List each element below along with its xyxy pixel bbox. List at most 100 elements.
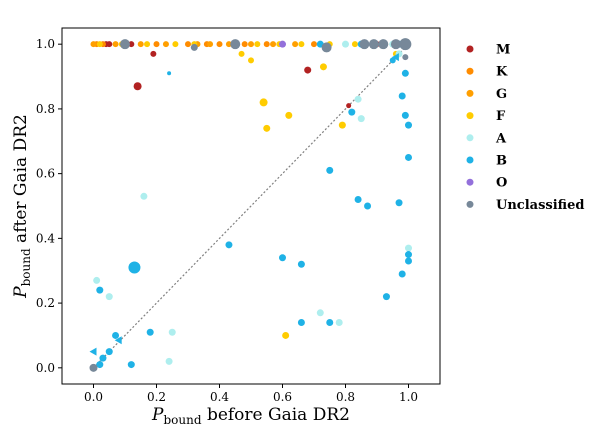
point-a-4 [165,357,173,365]
point-b-21 [398,270,406,278]
point-f-6 [254,41,261,48]
point-f-14 [319,63,327,71]
y-axis-label-main: P [11,286,31,299]
y-tick-label-3: 0.6 [36,167,55,181]
point-f-16 [259,98,268,107]
legend-swatch-b [466,156,474,164]
point-unclassified-4 [321,42,332,53]
point-b-18 [364,202,372,210]
point-f-10 [351,41,358,48]
point-b-26 [405,251,412,259]
legend-label-g: G [496,87,507,102]
point-b-28 [401,69,409,77]
legend-label-b: B [496,154,507,169]
point-b-16 [348,108,356,116]
point-f-0 [96,41,103,48]
point-g-6 [225,41,232,48]
edge-markers-layer [89,53,399,356]
point-f-2 [144,41,151,48]
point-f-18 [285,111,293,119]
y-tick-label-0: 0.0 [36,361,55,375]
point-b-3 [105,348,113,356]
point-b-15 [326,319,334,327]
point-o-0 [279,40,286,48]
point-a-2 [140,192,148,200]
x-tick-label-1: 0.2 [147,390,166,404]
point-k-8 [263,41,270,48]
triangle-marker-0 [89,347,97,356]
point-b-1 [96,361,104,369]
legend-swatch-o [466,178,474,186]
legend-swatch-k [466,67,474,75]
point-b-9 [167,71,172,76]
triangle-marker-2 [391,53,399,62]
point-unclassified-6 [368,39,379,50]
point-b-25 [405,153,412,161]
point-g-1 [112,41,119,48]
legend-label-a: A [495,131,507,146]
point-f-19 [338,121,346,129]
point-unclassified-8 [390,39,401,50]
y-axis-label-sub: bound [19,248,33,286]
point-a-1 [105,293,113,301]
point-unclassified-10 [402,54,409,61]
point-b-12 [297,260,305,268]
point-b-22 [398,92,406,100]
point-b-6 [128,261,141,274]
point-b-14 [326,166,334,174]
point-g-8 [270,41,277,48]
point-m-3 [133,82,142,91]
point-k-6 [216,41,223,48]
point-b-24 [405,121,412,129]
point-b-4 [112,331,120,339]
legend-label-o: O [496,176,507,191]
point-b-11 [279,254,286,262]
point-unclassified-7 [378,39,389,50]
x-tick-label-5: 1.0 [399,390,418,404]
y-axis-label-rest: after Gaia DR2 [11,114,31,248]
legend-swatch-unclassified [466,200,474,208]
point-f-17 [263,124,271,132]
x-axis-label-sub: bound [164,413,202,427]
y-tick-label-5: 1.0 [36,37,55,51]
point-g-3 [162,41,169,48]
legend-swatch-g [466,89,474,97]
legend-label-k: K [496,65,508,80]
y-axis-label: Pbound after Gaia DR2 [11,114,33,299]
point-unclassified-3 [230,39,241,50]
x-axis-label-rest: before Gaia DR2 [202,405,350,425]
point-a-5 [316,309,324,317]
legend-label-f: F [496,109,506,124]
legend-label-unclassified: Unclassified [496,198,584,213]
point-g-5 [207,41,214,48]
point-k-3 [153,41,160,48]
point-g-0 [90,41,97,48]
y-tick-label-1: 0.2 [36,296,55,310]
x-tick-label-3: 0.6 [273,390,292,404]
x-tick-label-4: 0.8 [336,390,355,404]
point-b-13 [297,319,305,327]
point-unclassified-0 [89,363,98,372]
legend-swatch-m [466,45,474,53]
point-a-6 [335,319,343,327]
point-a-0 [93,276,101,284]
reference-line-layer [93,43,409,369]
point-b-29 [389,57,396,64]
point-unclassified-9 [399,38,412,51]
point-a-10 [405,244,412,252]
point-m-5 [304,66,312,74]
x-axis-label: Pbound before Gaia DR2 [151,405,350,427]
point-k-4 [185,41,191,48]
point-b-23 [401,111,409,119]
data-points-layer [89,38,412,372]
x-tick-label-0: 0.0 [84,390,103,404]
point-f-13 [248,57,254,64]
point-b-27 [405,257,412,265]
triangle-marker-1 [114,336,122,345]
point-unclassified-2 [190,43,198,51]
legend-swatch-a [466,134,474,142]
point-m-2 [128,41,135,48]
x-axis-ticks: 0.0 0.2 0.4 0.6 0.8 1.0 [84,384,418,404]
